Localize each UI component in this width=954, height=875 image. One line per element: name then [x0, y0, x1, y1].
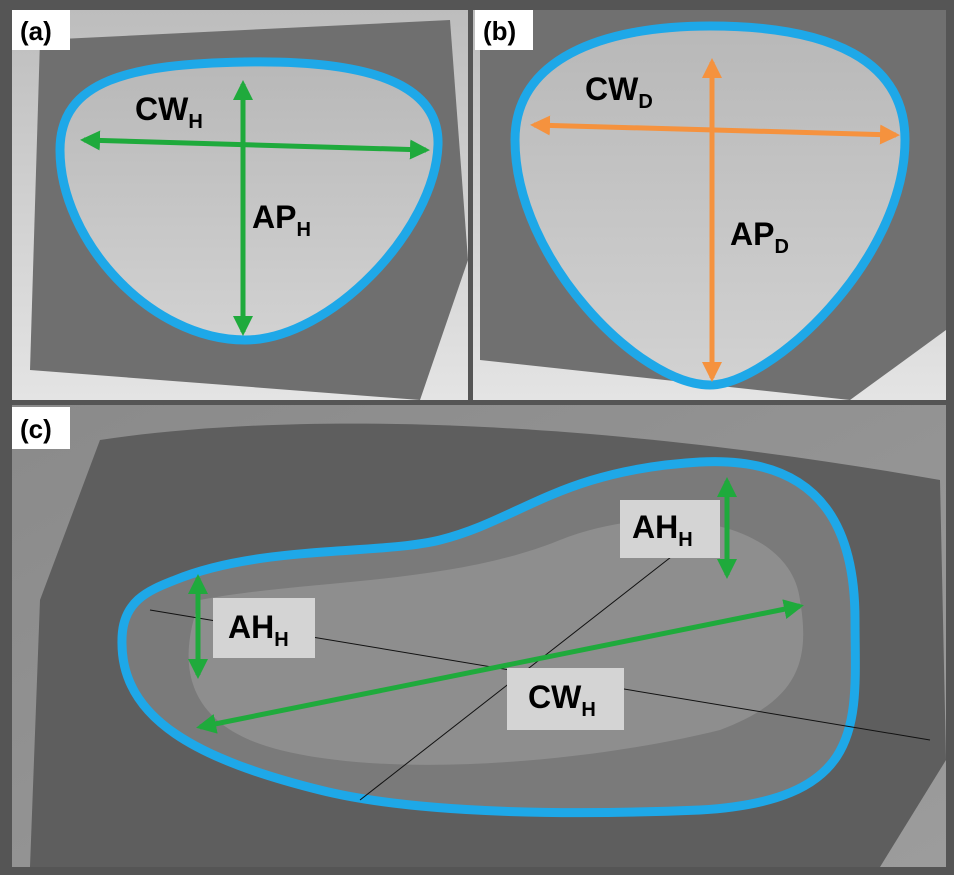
panel-label: (a)	[20, 16, 52, 46]
figure: CWH APH (a) CWD APD (b) AHH AHH CWH (c)	[0, 0, 954, 875]
annotation-main: AP	[730, 216, 774, 252]
annotation-sub: H	[296, 219, 310, 241]
annotation-sub: H	[188, 111, 202, 133]
annotation-sub: D	[774, 236, 788, 258]
annotation-main: CW	[135, 91, 189, 127]
annotation-sub: H	[678, 529, 692, 551]
annotation-main: AH	[228, 609, 274, 645]
annotation-main: AP	[252, 199, 296, 235]
annotation-main: CW	[585, 71, 639, 107]
panel-b: CWD APD (b)	[473, 10, 946, 400]
annotation-main: AH	[632, 509, 678, 545]
panel-label: (b)	[483, 16, 516, 46]
panel-label: (c)	[20, 414, 52, 444]
annotation-sub: H	[581, 699, 595, 721]
annotation-sub: H	[274, 629, 288, 651]
annotation-main: CW	[528, 679, 582, 715]
page: {"panels": [ {"label": "(a)", "annotatio…	[0, 0, 954, 875]
panel-c: AHH AHH CWH (c)	[12, 405, 946, 867]
annotation-sub: D	[638, 91, 652, 113]
panel-a: CWH APH (a)	[12, 10, 468, 400]
